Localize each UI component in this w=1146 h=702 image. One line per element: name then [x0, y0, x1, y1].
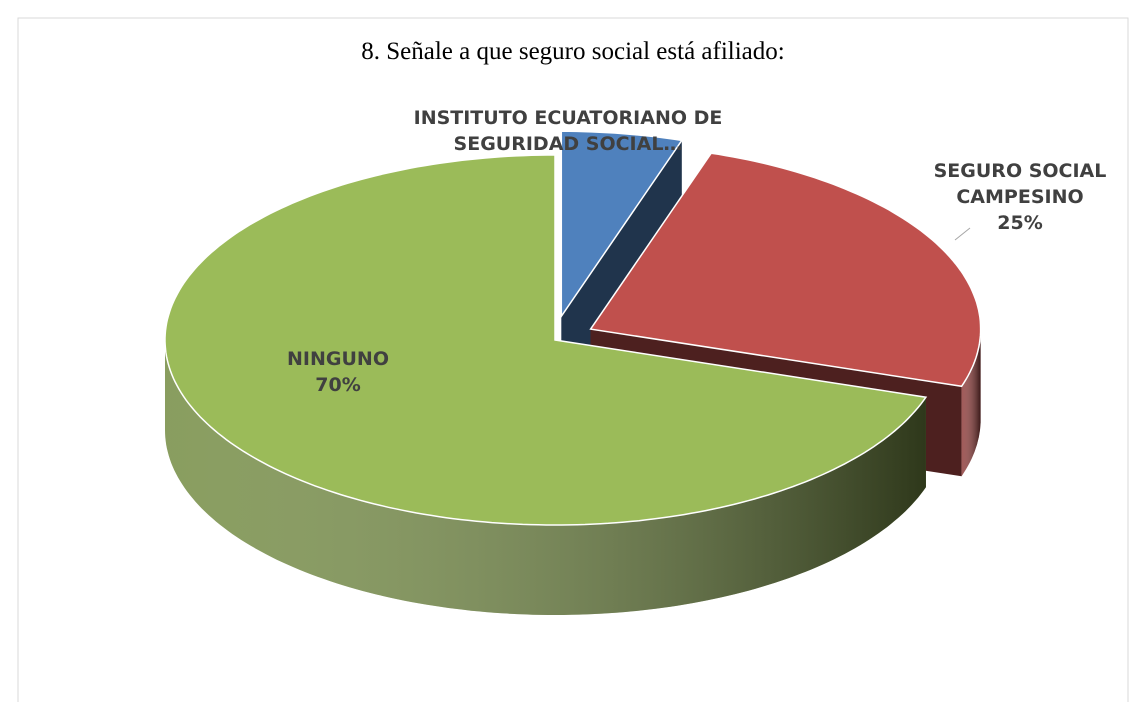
slice [560, 130, 684, 319]
value-label: 70% [315, 374, 361, 396]
value-label: 25% [997, 212, 1043, 234]
chart-title: 8. Señale a que seguro social está afili… [361, 38, 785, 65]
category-label: SEGURO SOCIAL CAMPESINO 25% [905, 158, 1135, 236]
slice-wall-shade [165, 340, 926, 615]
category-label: INSTITUTO ECUATORIANO DE SEGURIDAD SOCIA… [413, 107, 723, 155]
category-label: NINGUNO 70% [238, 346, 438, 398]
frame [17, 17, 1129, 702]
leader-line [954, 227, 971, 241]
slice [589, 152, 982, 388]
slice-wall-shade [961, 329, 981, 477]
slice [164, 154, 928, 526]
